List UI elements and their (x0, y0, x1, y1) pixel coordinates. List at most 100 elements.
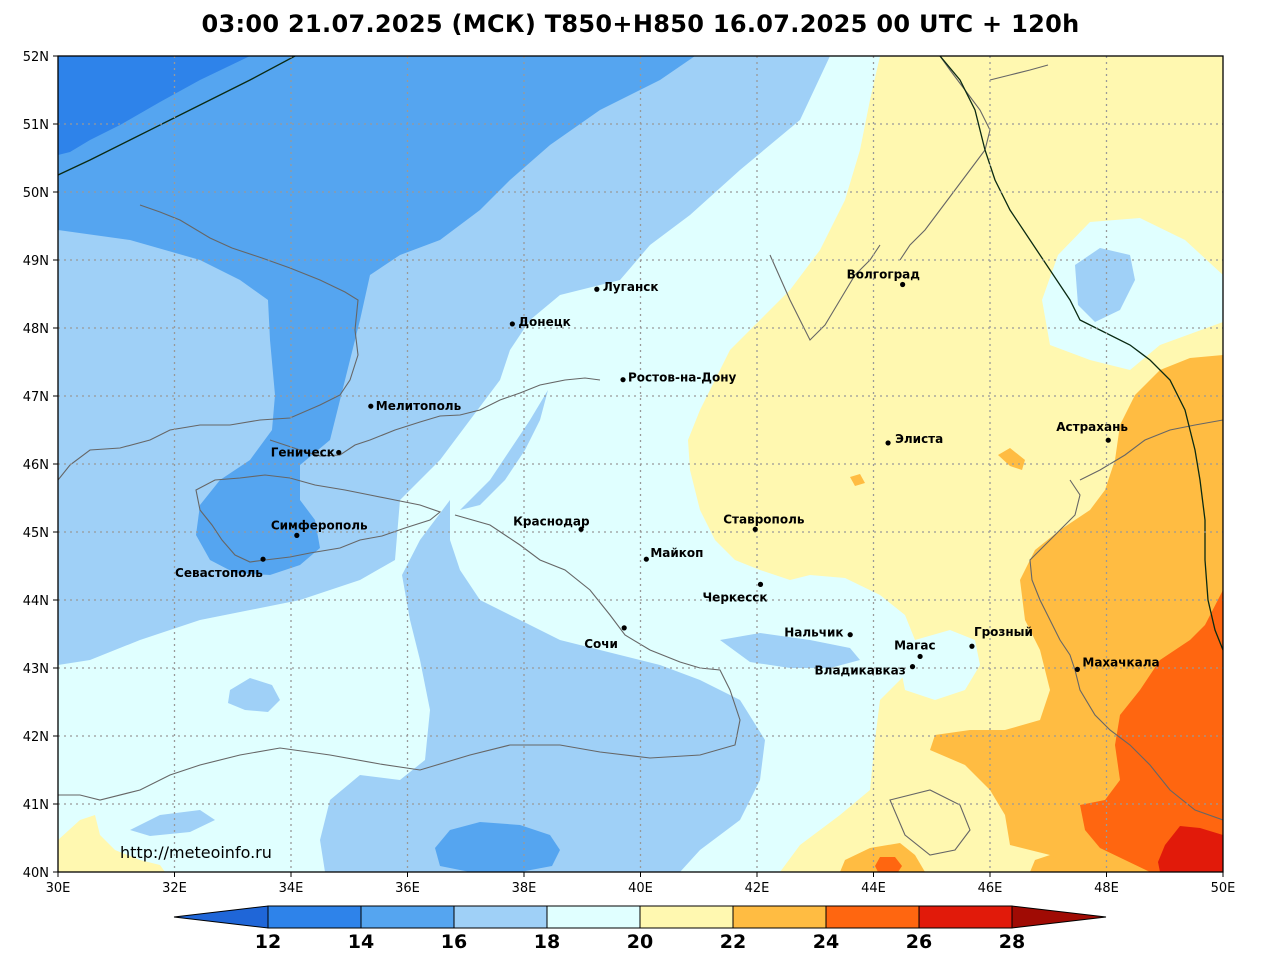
city-label: Луганск (603, 280, 659, 294)
lat-tick-label: 45N (23, 526, 49, 541)
legend-arrow-low (173, 905, 269, 929)
city-label: Махачкала (1082, 655, 1159, 669)
city-dot (294, 532, 300, 539)
city-dot (752, 526, 758, 532)
lat-tick-label: 52N (23, 50, 49, 65)
lat-tick-label: 43N (23, 662, 49, 677)
legend-swatch (546, 905, 641, 929)
city-label: Грозный (974, 625, 1033, 639)
city-label: Нальчик (784, 626, 843, 640)
band-24-26 (1080, 590, 1223, 872)
lat-tick-label: 41N (23, 798, 49, 813)
lat-tick-label: 46N (23, 458, 49, 473)
city-label: Майкоп (650, 546, 703, 560)
city-label: Донецк (518, 315, 570, 329)
lat-tick-label: 40N (23, 866, 49, 881)
city-dot (885, 440, 891, 446)
legend-arrow-high (1011, 905, 1107, 929)
lat-lon-grid (58, 56, 1223, 872)
city-label: Мелитополь (376, 399, 462, 413)
city-label: Магас (894, 638, 936, 652)
city-dot (900, 281, 906, 288)
city-dot (1074, 666, 1080, 672)
legend-swatch (267, 905, 362, 929)
lat-tick-label: 50N (23, 186, 49, 201)
city-label: Элиста (895, 432, 943, 446)
legend-label: 26 (906, 931, 932, 953)
band-16-18-east (1075, 248, 1135, 322)
lat-tick-label: 42N (23, 730, 49, 745)
legend-label: 14 (348, 931, 374, 953)
legend-label: 28 (999, 931, 1025, 953)
city-label: Волгоград (847, 267, 921, 281)
source-url: http://meteoinfo.ru (120, 843, 272, 862)
city-dot (909, 664, 916, 670)
lon-tick-label: 50E (1211, 881, 1236, 896)
legend-label: 24 (813, 931, 839, 953)
band-22-24-blob-d (1030, 855, 1068, 872)
legend-label: 20 (627, 931, 653, 953)
lon-tick-label: 36E (395, 881, 420, 896)
city-label: Сочи (584, 637, 618, 651)
legend-label: 22 (720, 931, 746, 953)
lon-tick-label: 40E (628, 881, 653, 896)
lon-tick-label: 42E (745, 881, 770, 896)
city-label: Севастополь (175, 566, 263, 580)
map-title: 03:00 21.07.2025 (МСК) T850+H850 16.07.2… (201, 10, 1080, 38)
city-label: Черкесск (702, 590, 767, 604)
temperature-legend: 12 14 16 18 20 22 24 26 28 (173, 905, 1107, 953)
city-label: Астрахань (1056, 420, 1128, 434)
city-dot (1105, 437, 1111, 443)
band-16-18-south (320, 500, 765, 872)
city-label: Симферополь (271, 518, 368, 532)
lon-tick-label: 30E (46, 881, 71, 896)
band-14-16-blob (435, 822, 560, 872)
band-16-18-blob-a (228, 678, 280, 712)
city-label: Геническ (271, 445, 335, 459)
city-dot (578, 526, 584, 532)
band-16-18-blob-b (130, 810, 215, 836)
band-14-16 (58, 56, 695, 575)
city-label: Ставрополь (723, 512, 805, 526)
city-dot (969, 643, 975, 649)
legend-swatch (825, 905, 920, 929)
city-markers: Луганск Донецк Волгоград Ростов-на-Дону Мели… (175, 267, 1160, 677)
legend-label: 16 (441, 931, 467, 953)
legend-label: 18 (534, 931, 560, 953)
band-20-22-black-sea (58, 815, 165, 872)
legend-swatch (732, 905, 827, 929)
band-20-22-grozny-cut (900, 630, 980, 700)
city-dot (509, 321, 515, 327)
lat-tick-label: 49N (23, 254, 49, 269)
lon-tick-label: 32E (162, 881, 187, 896)
lat-tick-label: 48N (23, 322, 49, 337)
legend-swatch (918, 905, 1013, 929)
band-16-18-blob-c (720, 633, 860, 668)
city-dot (757, 581, 764, 587)
band-12-14 (58, 56, 250, 155)
lon-tick-label: 48E (1094, 881, 1119, 896)
band-22-24-blob-b (850, 474, 865, 486)
city-dot (260, 556, 266, 562)
legend-label: 12 (255, 931, 281, 953)
legend-swatch (639, 905, 734, 929)
city-label: Владикавказ (815, 664, 906, 678)
lon-tick-label: 38E (512, 881, 537, 896)
city-dot (336, 449, 342, 456)
city-label: Краснодар (513, 514, 590, 528)
band-26-28 (1158, 826, 1223, 872)
band-24-26-blob (875, 857, 902, 872)
coastlines (58, 56, 1223, 856)
lon-tick-label: 44E (861, 881, 886, 896)
city-dot (594, 286, 600, 292)
lat-tick-label: 44N (23, 594, 49, 609)
city-dot (621, 625, 627, 631)
latitude-axis: 52N 51N 50N 49N 48N 47N 46N 45N 44N 43N 42N 41N 40N (23, 50, 58, 881)
city-dot (847, 632, 853, 638)
legend-swatch (453, 905, 548, 929)
city-dot (917, 653, 923, 660)
lon-tick-label: 46E (978, 881, 1003, 896)
city-dot (643, 556, 649, 562)
lat-tick-label: 51N (23, 118, 49, 133)
